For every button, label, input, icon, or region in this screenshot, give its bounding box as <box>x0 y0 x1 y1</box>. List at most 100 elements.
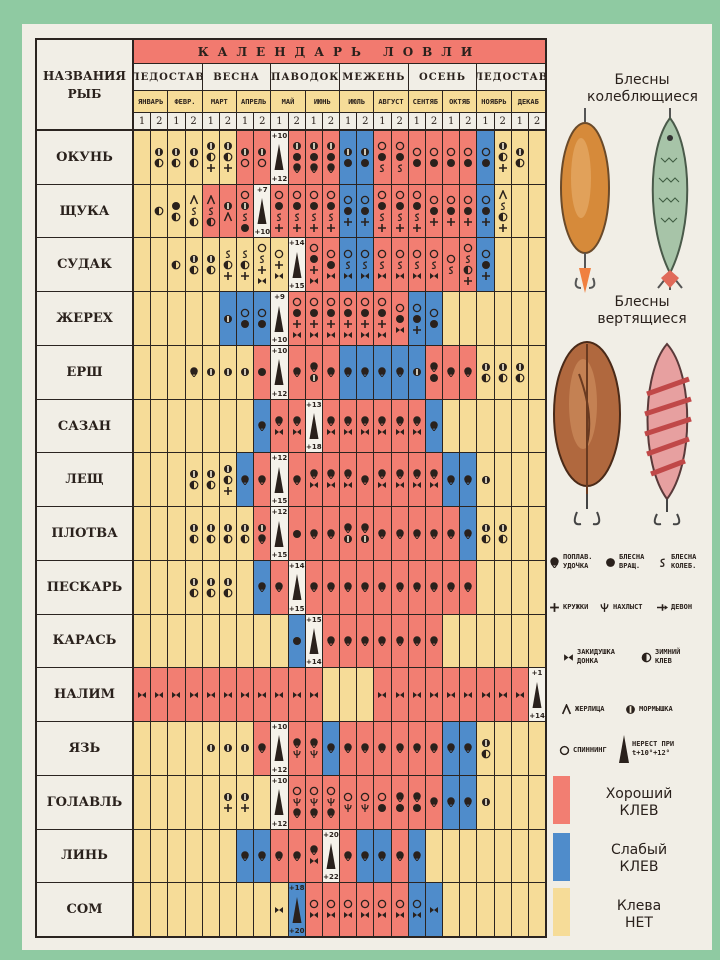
float-rod-icon <box>378 528 387 539</box>
spinner-rotating-icon <box>395 314 404 323</box>
spinning-icon <box>378 249 387 259</box>
fishing-calendar-table: НАЗВАНИЯ РЫБ КАЛЕНДАРЬ ЛОВЛИ ЛЕДОСТАВ ВЕС… <box>35 38 547 938</box>
good-bite-cell <box>460 131 478 184</box>
spinning-icon <box>481 147 490 157</box>
spawn-marker: +1 +14 <box>529 669 545 720</box>
no-bite-cell <box>168 345 186 399</box>
winter-bite-icon <box>189 158 198 168</box>
good-bite-cell <box>443 131 461 184</box>
no-bite-cell <box>185 131 203 184</box>
good-bite-cell <box>202 668 220 722</box>
title-line: вертящиеся <box>597 311 687 327</box>
spinning-icon <box>464 244 473 253</box>
good-bite-cell <box>254 507 272 560</box>
good-bite-cell <box>357 883 375 937</box>
no-bite-cell <box>202 131 220 184</box>
float-rod-icon <box>292 808 301 819</box>
legend-winter-bite: ЗИМНИЙ КЛЕВ <box>641 648 680 666</box>
good-bite-cell <box>340 829 358 883</box>
spinning-icon <box>361 249 370 259</box>
spawn-marker: +15 +14 <box>306 616 322 667</box>
no-bite-cell <box>477 292 495 345</box>
no-bite-cell <box>151 238 169 292</box>
bottom-line-icon <box>258 278 267 285</box>
spinner-rotating-icon <box>430 207 438 216</box>
float-rod-icon <box>430 528 438 539</box>
bottom-line-icon <box>344 332 353 339</box>
spinner-rotating-icon <box>292 636 301 645</box>
float-rod-icon <box>447 367 455 378</box>
winter-bite-icon <box>463 265 473 275</box>
no-bite-cell <box>237 883 255 937</box>
mugs-icon <box>361 218 370 227</box>
weak-bite-label: Слабый КЛЕВ <box>589 842 689 876</box>
fish-row: ОКУНЬ +10 +12 <box>37 131 546 185</box>
good-bite-cell <box>305 560 323 614</box>
spinning-icon <box>343 195 353 205</box>
no-bite-cell <box>168 131 186 184</box>
spinning-icon <box>240 158 250 168</box>
names-label: РЫБ <box>67 86 102 101</box>
no-bite-cell <box>477 829 495 883</box>
float-rod-icon <box>413 469 421 480</box>
spinner-rotating-icon <box>326 153 335 162</box>
no-bite-cell <box>511 399 529 453</box>
bottom-line-icon <box>361 912 370 919</box>
jig-icon <box>206 142 215 151</box>
no-bite-cell <box>219 131 238 184</box>
no-bite-cell <box>185 883 203 937</box>
float-rod-icon <box>395 851 404 861</box>
good-bite-cell <box>168 668 186 722</box>
spinner-rotating-icon <box>292 529 301 538</box>
winter-bite-icon <box>223 475 233 485</box>
no-bite-cell <box>511 775 529 829</box>
no-bite-cell <box>134 829 152 883</box>
no-bite-cell <box>219 722 238 775</box>
good-bite-cell <box>134 668 152 722</box>
spawn-cell: +10 +12 <box>271 131 289 184</box>
fish-row: ЩУКА +7 +10 <box>37 184 546 239</box>
float-rod-icon <box>430 582 438 593</box>
label-line: КЛЕВ <box>619 859 659 875</box>
no-bite-cell <box>511 345 529 399</box>
winter-bite-icon <box>223 588 233 598</box>
no-bite-cell <box>219 883 238 937</box>
no-bite-cell <box>237 399 255 453</box>
no-bite-cell <box>460 614 478 668</box>
spawn-temp-start: +13 <box>306 400 322 409</box>
weak-bite-cell <box>237 292 255 345</box>
spinning-icon <box>395 142 404 151</box>
legend-spinner-oscillating: БЛЕСНА КОЛЕБ. <box>657 553 696 571</box>
float-rod-icon <box>430 636 438 646</box>
spinner-rotating-icon <box>275 201 284 210</box>
fish-name: ЯЗЬ <box>37 722 134 775</box>
good-bite-cell <box>374 722 392 775</box>
weak-bite-cell <box>254 829 272 883</box>
spinner-oscillating-icon <box>380 164 385 173</box>
winter-bite-icon <box>189 265 198 275</box>
weak-bite-cell <box>460 775 478 829</box>
fish-row: САЗАН +13 +18 <box>37 399 546 454</box>
no-bite-cell <box>443 399 461 453</box>
no-bite-cell <box>494 238 512 292</box>
spawn-cell: +1 +14 <box>528 668 546 722</box>
no-bite-cell <box>202 614 220 668</box>
month-half-label: 1 <box>271 113 289 129</box>
good-bite-cell <box>391 883 409 937</box>
season-label: ПАВОДОК <box>271 64 341 90</box>
good-bite-cell <box>322 184 341 238</box>
good-bite-swatch <box>553 776 570 824</box>
mugs-icon <box>550 603 559 612</box>
good-bite-cell <box>288 722 306 775</box>
jig-icon <box>241 368 250 377</box>
good-bite-cell <box>202 184 220 238</box>
mugs-icon <box>223 803 232 812</box>
no-bite-cell <box>511 131 529 184</box>
spinner-rotating-icon <box>361 158 370 167</box>
good-bite-cell <box>391 560 409 614</box>
float-rod-icon <box>378 743 387 754</box>
spinning-icon <box>378 899 387 909</box>
bottom-line-icon <box>172 691 181 698</box>
spawn-marker: +13 +18 <box>306 400 322 452</box>
fish-name: ПЕСКАРЬ <box>37 560 134 614</box>
